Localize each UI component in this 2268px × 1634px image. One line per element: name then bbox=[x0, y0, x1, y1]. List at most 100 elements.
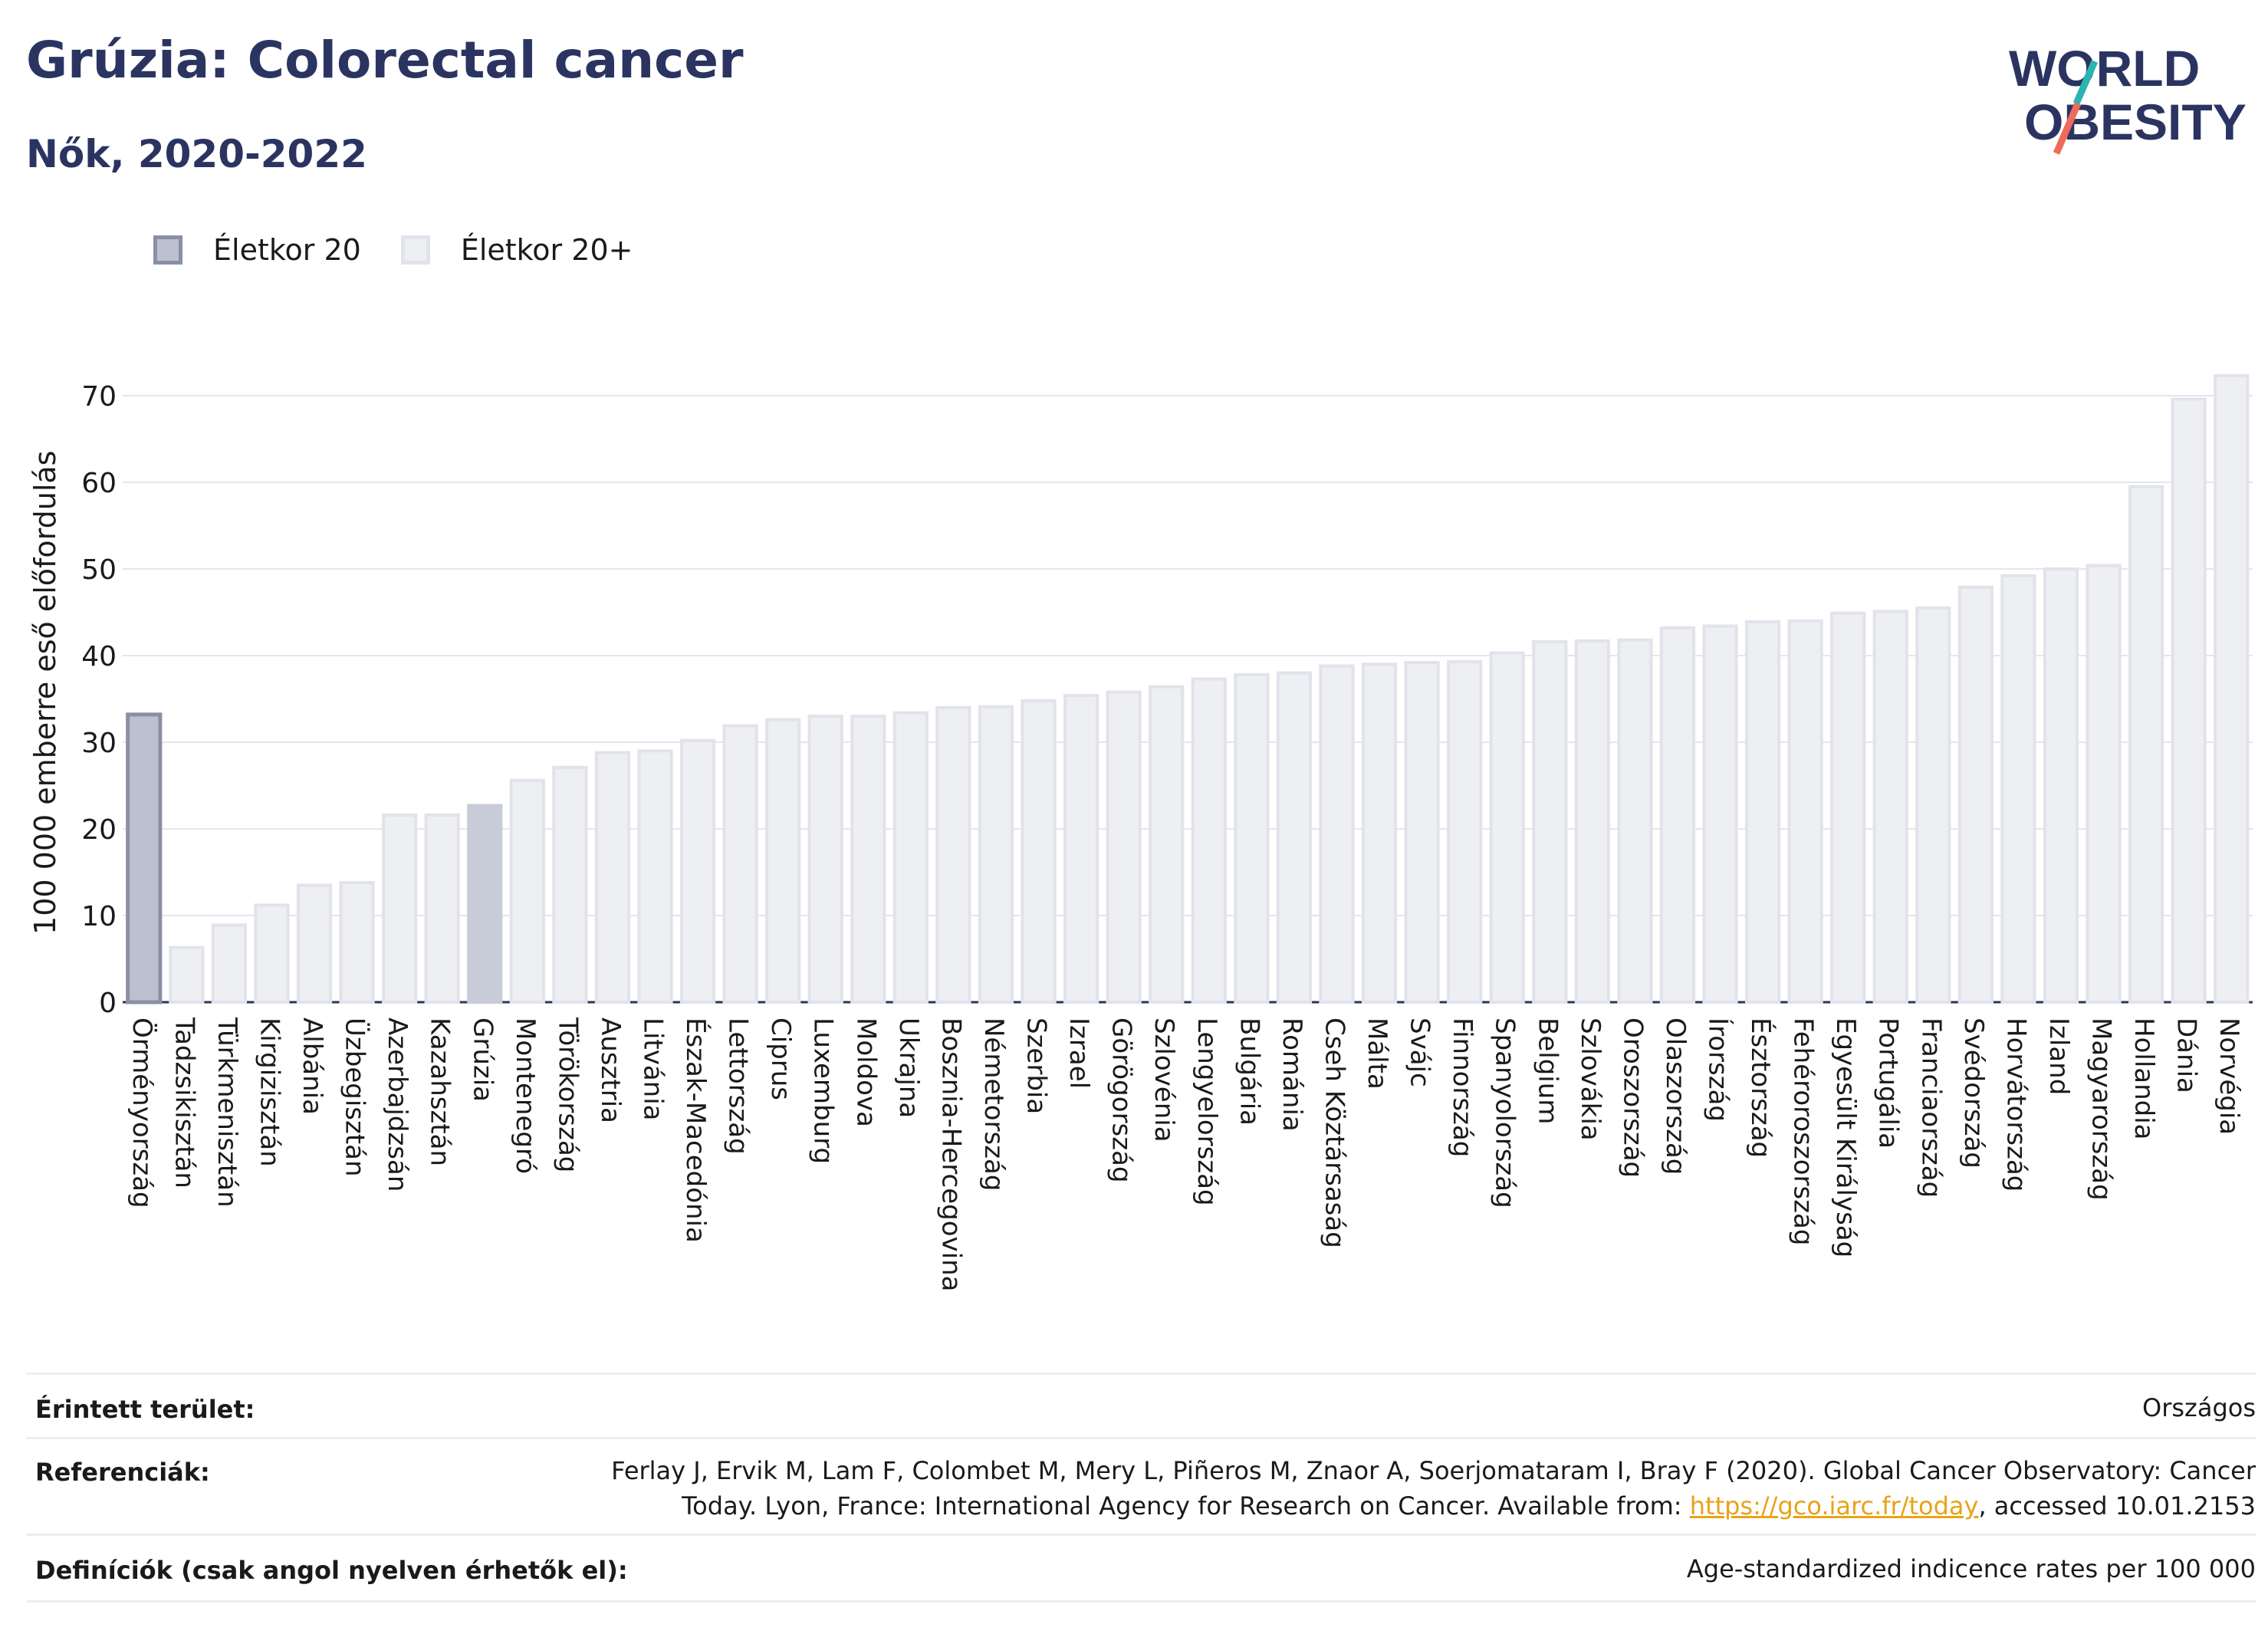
x-tick-label: Kazahsztán bbox=[425, 1018, 455, 1166]
bar-12[interactable] bbox=[637, 749, 673, 1004]
bar-24[interactable] bbox=[1149, 685, 1185, 1004]
x-tick-label: Ausztria bbox=[595, 1018, 626, 1123]
legend-swatch-age-20-plus bbox=[400, 235, 430, 265]
x-tick-label: Észtország bbox=[1745, 1018, 1777, 1158]
bar-22[interactable] bbox=[1063, 693, 1099, 1004]
x-tick-label: Írország bbox=[1703, 1018, 1734, 1122]
bar-49[interactable] bbox=[2214, 374, 2250, 1004]
y-axis-label: 100 000 emberre eső előfordulás bbox=[28, 451, 62, 935]
bar-16[interactable] bbox=[807, 715, 843, 1004]
bar-38[interactable] bbox=[1744, 620, 1781, 1004]
bar-41[interactable] bbox=[1872, 610, 1908, 1004]
bar-4[interactable] bbox=[296, 883, 333, 1004]
bar-7[interactable] bbox=[424, 813, 460, 1004]
x-tick-label: Izrael bbox=[1063, 1018, 1094, 1089]
bar-9[interactable] bbox=[509, 778, 545, 1004]
logo-slash-coral bbox=[2053, 102, 2082, 155]
bar-1[interactable] bbox=[169, 945, 205, 1004]
bar-42[interactable] bbox=[1915, 606, 1951, 1004]
x-tick-label: Cseh Köztársaság bbox=[1319, 1018, 1349, 1248]
x-tick-label: Svédország bbox=[1958, 1018, 1989, 1169]
bar-11[interactable] bbox=[594, 751, 631, 1004]
bar-36[interactable] bbox=[1659, 626, 1696, 1004]
bar-18[interactable] bbox=[892, 711, 929, 1004]
bar-21[interactable] bbox=[1021, 699, 1057, 1004]
bar-44[interactable] bbox=[2000, 574, 2036, 1004]
bar-34[interactable] bbox=[1574, 639, 1610, 1004]
bar-26[interactable] bbox=[1234, 672, 1270, 1004]
bar-48[interactable] bbox=[2171, 397, 2207, 1004]
references-line2-pre: Today. Lyon, France: International Agenc… bbox=[682, 1491, 1690, 1521]
x-tick-label: Litvánia bbox=[638, 1018, 669, 1121]
legend-item-age-20[interactable]: Életkor 20 bbox=[153, 233, 361, 267]
x-tick-label: Románia bbox=[1277, 1018, 1307, 1132]
x-tick-label: Portugália bbox=[1873, 1018, 1904, 1149]
x-tick-label: Türkmenisztán bbox=[212, 1017, 242, 1208]
x-tick-label: Franciaország bbox=[1915, 1018, 1946, 1198]
area-label: Érintett terület: bbox=[35, 1395, 255, 1424]
x-tick-label: Egyesült Királyság bbox=[1830, 1018, 1861, 1258]
bar-17[interactable] bbox=[850, 715, 886, 1004]
bar-28[interactable] bbox=[1319, 664, 1355, 1004]
y-tick-label: 40 bbox=[81, 641, 117, 672]
bar-46[interactable] bbox=[2086, 564, 2122, 1004]
legend-label-age-20-plus: Életkor 20+ bbox=[460, 233, 633, 267]
bar-20[interactable] bbox=[978, 705, 1014, 1004]
y-tick-label: 30 bbox=[81, 728, 117, 759]
x-tick-label: Tadzsikisztán bbox=[169, 1017, 199, 1189]
x-tick-label: Lettország bbox=[723, 1018, 754, 1155]
references-link[interactable]: https://gco.iarc.fr/today bbox=[1689, 1491, 1979, 1521]
bar-0[interactable] bbox=[126, 712, 163, 1004]
bar-15[interactable] bbox=[765, 718, 801, 1004]
page-subtitle: Nők, 2020-2022 bbox=[26, 132, 367, 176]
area-value: Országos bbox=[2142, 1393, 2256, 1422]
bar-29[interactable] bbox=[1361, 662, 1398, 1004]
x-tick-label: Oroszország bbox=[1617, 1018, 1648, 1178]
bar-47[interactable] bbox=[2128, 485, 2164, 1004]
x-tick-label: Szlovákia bbox=[1575, 1018, 1606, 1141]
references-label: Referenciák: bbox=[35, 1458, 210, 1487]
bar-23[interactable] bbox=[1106, 690, 1142, 1004]
bar-31[interactable] bbox=[1447, 659, 1483, 1004]
bar-43[interactable] bbox=[1957, 585, 1994, 1004]
bar-35[interactable] bbox=[1617, 638, 1653, 1004]
x-tick-label: Belgium bbox=[1532, 1018, 1563, 1124]
definitions-value: Age-standardized indicence rates per 100… bbox=[1686, 1554, 2256, 1583]
x-tick-label: Szlovénia bbox=[1149, 1018, 1179, 1142]
x-tick-label: Észak-Macedónia bbox=[680, 1018, 712, 1243]
bar-10[interactable] bbox=[552, 765, 588, 1004]
x-tick-label: Üzbegisztán bbox=[340, 1018, 371, 1177]
legend-item-age-20-plus[interactable]: Életkor 20+ bbox=[400, 233, 633, 267]
x-tick-label: Görögország bbox=[1106, 1018, 1137, 1183]
bar-30[interactable] bbox=[1404, 661, 1440, 1004]
bar-13[interactable] bbox=[679, 738, 716, 1004]
x-tick-label: Bosznia-Hercegovina bbox=[935, 1018, 966, 1291]
x-tick-label: Hollandia bbox=[2128, 1018, 2159, 1140]
bar-14[interactable] bbox=[722, 724, 758, 1004]
bar-19[interactable] bbox=[935, 705, 971, 1004]
bar-8[interactable] bbox=[467, 804, 503, 1004]
logo-slash-teal bbox=[2072, 60, 2099, 105]
x-tick-label: Norvégia bbox=[2214, 1018, 2244, 1135]
references-line2: Today. Lyon, France: International Agenc… bbox=[611, 1488, 2256, 1524]
bar-27[interactable] bbox=[1276, 671, 1313, 1004]
page-title: Grúzia: Colorectal cancer bbox=[26, 31, 744, 90]
bar-33[interactable] bbox=[1532, 639, 1568, 1004]
x-tick-label: Kirgizisztán bbox=[254, 1018, 284, 1167]
bar-39[interactable] bbox=[1787, 619, 1823, 1004]
bar-6[interactable] bbox=[382, 813, 418, 1004]
references-value: Ferlay J, Ervik M, Lam F, Colombet M, Me… bbox=[611, 1453, 2256, 1524]
bar-3[interactable] bbox=[254, 903, 290, 1004]
bar-45[interactable] bbox=[2043, 567, 2079, 1004]
x-tick-label: Málta bbox=[1362, 1018, 1392, 1090]
info-section: Érintett terület: Országos Referenciák: … bbox=[26, 1373, 2256, 1603]
bar-2[interactable] bbox=[211, 923, 248, 1004]
bar-25[interactable] bbox=[1191, 677, 1227, 1004]
y-tick-label: 10 bbox=[81, 901, 117, 932]
x-tick-label: Lengyelország bbox=[1192, 1018, 1222, 1206]
bar-32[interactable] bbox=[1489, 651, 1525, 1004]
bar-37[interactable] bbox=[1702, 624, 1738, 1004]
x-tick-label: Moldova bbox=[850, 1018, 881, 1127]
bar-40[interactable] bbox=[1830, 611, 1866, 1004]
bar-5[interactable] bbox=[339, 881, 375, 1004]
